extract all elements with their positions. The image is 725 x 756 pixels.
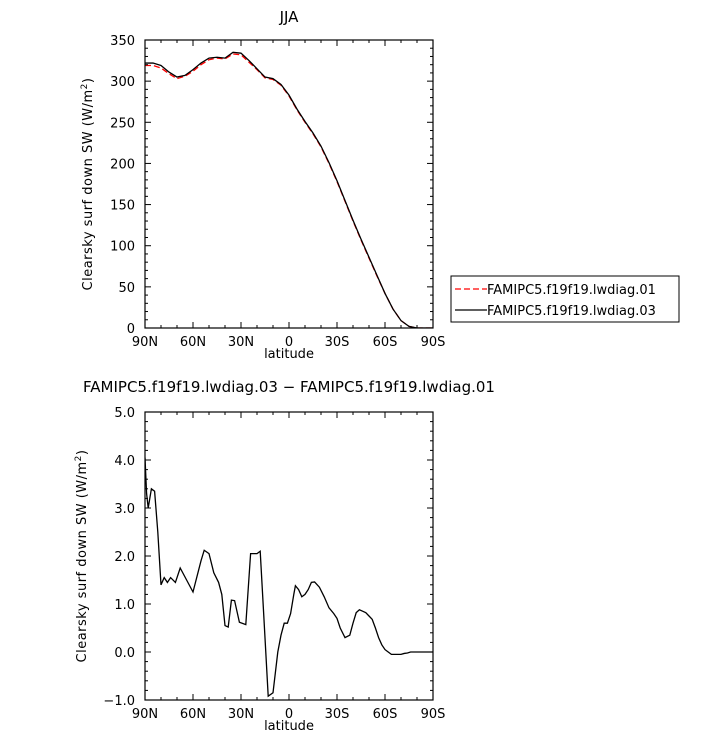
x-tick-label: 30S <box>325 335 350 350</box>
x-axis-label: latitude <box>264 719 314 734</box>
y-axis-label: Clearsky surf down SW (W/m2) <box>74 450 90 663</box>
x-tick-label: 30N <box>228 707 254 722</box>
chart-title: FAMIPC5.f19f19.lwdiag.03 − FAMIPC5.f19f1… <box>83 378 495 396</box>
x-tick-label: 90N <box>132 335 158 350</box>
x-tick-label: 60N <box>180 335 206 350</box>
x-tick-label: 90N <box>132 707 158 722</box>
chart-title: JJA <box>279 8 300 26</box>
y-tick-label: 1.0 <box>114 598 135 613</box>
y-tick-label: 0.0 <box>114 646 135 661</box>
x-tick-label: 30N <box>228 335 254 350</box>
x-tick-label: 60S <box>373 707 398 722</box>
y-axis-label-text: Clearsky surf down SW (W/m <box>81 89 96 290</box>
plot-frame <box>144 411 434 701</box>
series-line-1 <box>145 457 433 698</box>
series-line-2 <box>145 51 433 328</box>
y-tick-label: 4.0 <box>114 454 135 469</box>
y-tick-label: 100 <box>110 240 135 255</box>
y-axis-label-superscript: 2 <box>74 455 84 461</box>
y-tick-label: 0 <box>127 322 135 337</box>
top-chart-panel: JJA 90N 60N 30N 0 30S 60S 90S 0 50 100 150 200 250 300… <box>80 8 680 362</box>
x-tick-label: 60S <box>373 335 398 350</box>
y-axis-label-text: Clearsky surf down SW (W/m <box>75 461 90 662</box>
y-axis-label-superscript: 2 <box>80 83 90 89</box>
x-tick-label: 0 <box>285 707 293 722</box>
y-tick-label: 200 <box>110 157 135 172</box>
y-axis-label-close: ) <box>81 78 96 84</box>
y-tick-label: 2.0 <box>114 550 135 565</box>
legend-label-2: FAMIPC5.f19f19.lwdiag.03 <box>487 304 656 319</box>
y-tick-label: 3.0 <box>114 502 135 517</box>
y-axis-label: Clearsky surf down SW (W/m2) <box>80 78 96 291</box>
legend: FAMIPC5.f19f19.lwdiag.01 FAMIPC5.f19f19.l… <box>450 275 680 323</box>
y-tick-label: 50 <box>118 281 135 296</box>
x-tick-label: 30S <box>325 707 350 722</box>
plot-frame <box>144 39 434 329</box>
bottom-chart-panel: FAMIPC5.f19f19.lwdiag.03 − FAMIPC5.f19f1… <box>74 378 495 734</box>
x-tick-label: 0 <box>285 335 293 350</box>
x-tick-label: 60N <box>180 707 206 722</box>
x-tick-label: 90S <box>421 707 446 722</box>
y-tick-label: 250 <box>110 116 135 131</box>
y-axis-label-close: ) <box>75 450 90 456</box>
y-tick-label: 350 <box>110 34 135 49</box>
x-tick-label: 90S <box>421 335 446 350</box>
y-tick-label: 150 <box>110 199 135 214</box>
x-axis-label: latitude <box>264 347 314 362</box>
y-tick-label: 5.0 <box>114 406 135 421</box>
series-group <box>145 457 433 698</box>
legend-box <box>450 275 680 323</box>
series-group <box>145 51 433 328</box>
y-tick-label: 300 <box>110 75 135 90</box>
legend-label-1: FAMIPC5.f19f19.lwdiag.01 <box>487 283 656 298</box>
y-tick-label: −1.0 <box>103 694 135 709</box>
